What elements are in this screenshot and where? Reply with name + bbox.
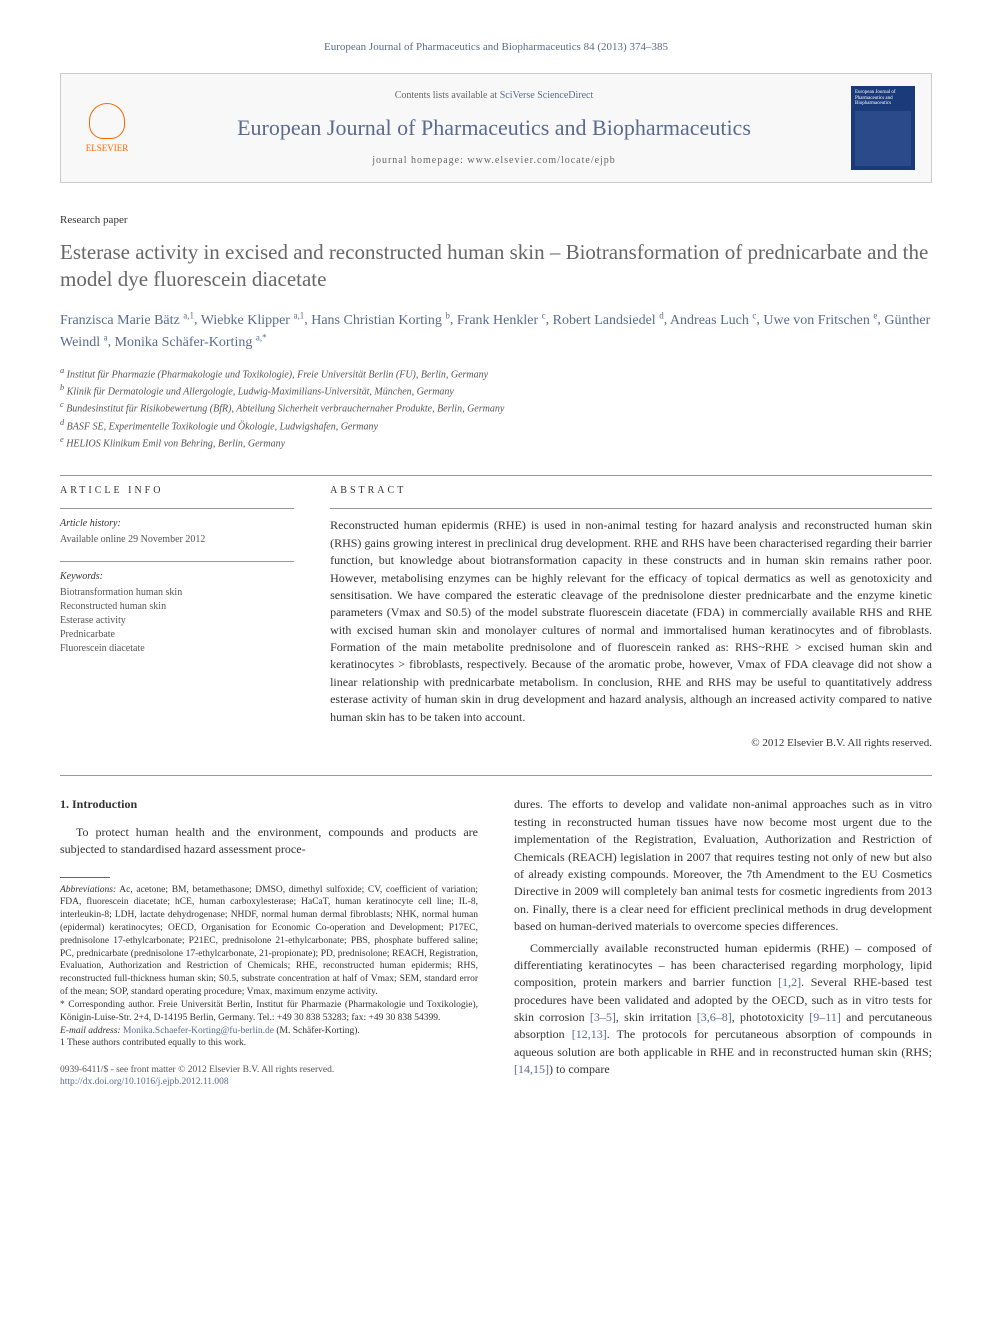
affiliation-line: a Institut für Pharmazie (Pharmakologie … xyxy=(60,365,932,382)
author-marks: a,* xyxy=(256,332,267,342)
intro-heading: 1. Introduction xyxy=(60,796,478,813)
author-marks: a,1 xyxy=(183,310,194,320)
email-footnote: E-mail address: Monika.Schaefer-Korting@… xyxy=(60,1025,478,1038)
elsevier-logo: ELSEVIER xyxy=(77,98,137,158)
contents-available-line: Contents lists available at SciVerse Sci… xyxy=(149,89,839,103)
footnotes-block: Abbreviations: Ac, acetone; BM, betameth… xyxy=(60,884,478,1051)
author-marks: a,1 xyxy=(293,310,304,320)
author-marks: a xyxy=(104,332,108,342)
ref-link[interactable]: [14,15] xyxy=(514,1062,549,1076)
history-line: Available online 29 November 2012 xyxy=(60,533,294,547)
divider xyxy=(60,561,294,562)
history-head: Article history: xyxy=(60,517,294,531)
affiliation-line: d BASF SE, Experimentelle Toxikologie un… xyxy=(60,417,932,434)
keyword: Prednicarbate xyxy=(60,628,294,642)
affiliation-line: c Bundesinstitut für Risikobewertung (Bf… xyxy=(60,399,932,416)
contents-prefix: Contents lists available at xyxy=(395,90,500,101)
journal-name: European Journal of Pharmaceutics and Bi… xyxy=(149,113,839,144)
keyword: Reconstructed human skin xyxy=(60,600,294,614)
article-info-column: ARTICLE INFO Article history: Available … xyxy=(60,484,294,751)
equal-contrib-footnote: 1 These authors contributed equally to t… xyxy=(60,1037,478,1050)
p3-c: , skin irritation xyxy=(616,1010,697,1024)
abbrev-text: Ac, acetone; BM, betamethasone; DMSO, di… xyxy=(60,885,478,998)
ref-link[interactable]: [3,6–8] xyxy=(697,1010,732,1024)
intro-para-2: dures. The efforts to develop and valida… xyxy=(514,796,932,935)
affiliation-line: b Klinik für Dermatologie und Allergolog… xyxy=(60,382,932,399)
author: Franzisca Marie Bätz a,1 xyxy=(60,313,194,328)
p3-d: , phototoxicity xyxy=(732,1010,810,1024)
keywords-block: Keywords: Biotransformation human skinRe… xyxy=(60,570,294,656)
page-root: European Journal of Pharmaceutics and Bi… xyxy=(0,0,992,1129)
ref-link[interactable]: [1,2] xyxy=(778,975,801,989)
footnote-separator xyxy=(60,877,110,878)
abstract-label: ABSTRACT xyxy=(330,484,932,498)
elsevier-tree-icon xyxy=(89,103,125,139)
sciencedirect-link[interactable]: SciVerse ScienceDirect xyxy=(500,90,594,101)
doi-link[interactable]: http://dx.doi.org/10.1016/j.ejpb.2012.11… xyxy=(60,1077,229,1087)
abbreviations-footnote: Abbreviations: Ac, acetone; BM, betameth… xyxy=(60,884,478,999)
abstract-column: ABSTRACT Reconstructed human epidermis (… xyxy=(330,484,932,751)
abstract-text: Reconstructed human epidermis (RHE) is u… xyxy=(330,517,932,726)
body-left-column: 1. Introduction To protect human health … xyxy=(60,796,478,1088)
doi-block: 0939-6411/$ - see front matter © 2012 El… xyxy=(60,1064,478,1089)
divider xyxy=(60,508,294,509)
ref-link[interactable]: [3–5] xyxy=(590,1010,616,1024)
author-marks: e xyxy=(873,310,877,320)
paper-type: Research paper xyxy=(60,213,932,228)
homepage-url[interactable]: www.elsevier.com/locate/ejpb xyxy=(467,155,615,166)
journal-banner: ELSEVIER Contents lists available at Sci… xyxy=(60,73,932,183)
paper-title: Esterase activity in excised and reconst… xyxy=(60,239,932,294)
p3-g: ) to compare xyxy=(549,1062,610,1076)
body-two-column: 1. Introduction To protect human health … xyxy=(60,796,932,1088)
article-info-label: ARTICLE INFO xyxy=(60,484,294,498)
email-label: E-mail address: xyxy=(60,1026,123,1036)
front-matter-line: 0939-6411/$ - see front matter © 2012 El… xyxy=(60,1064,478,1076)
author-marks: d xyxy=(659,310,664,320)
banner-center: Contents lists available at SciVerse Sci… xyxy=(137,89,851,168)
cover-thumb-title: European Journal of Pharmaceutics and Bi… xyxy=(855,90,911,107)
author-marks: c xyxy=(542,310,546,320)
affiliations-list: a Institut für Pharmazie (Pharmakologie … xyxy=(60,365,932,452)
authors-list: Franzisca Marie Bätz a,1, Wiebke Klipper… xyxy=(60,309,932,352)
author-marks: c xyxy=(752,310,756,320)
article-history: Article history: Available online 29 Nov… xyxy=(60,517,294,547)
ref-link[interactable]: [12,13] xyxy=(572,1027,607,1041)
author: Andreas Luch c xyxy=(670,313,756,328)
abbrev-label: Abbreviations: xyxy=(60,885,116,895)
email-suffix: (M. Schäfer-Korting). xyxy=(274,1026,360,1036)
keyword: Esterase activity xyxy=(60,614,294,628)
author: Uwe von Fritschen e xyxy=(763,313,877,328)
journal-cover-thumb: European Journal of Pharmaceutics and Bi… xyxy=(851,86,915,170)
cover-thumb-image xyxy=(855,111,911,167)
publisher-label: ELSEVIER xyxy=(86,142,129,155)
homepage-prefix: journal homepage: xyxy=(372,155,467,166)
corr-label: * Corresponding author. xyxy=(60,1000,154,1010)
email-link[interactable]: Monika.Schaefer-Korting@fu-berlin.de xyxy=(123,1026,274,1036)
author: Frank Henkler c xyxy=(457,313,546,328)
ref-link[interactable]: [9–11] xyxy=(809,1010,841,1024)
intro-para-3: Commercially available reconstructed hum… xyxy=(514,940,932,1079)
keyword: Fluorescein diacetate xyxy=(60,642,294,656)
keywords-head: Keywords: xyxy=(60,570,294,584)
abstract-copyright: © 2012 Elsevier B.V. All rights reserved… xyxy=(330,736,932,751)
divider xyxy=(60,475,932,476)
body-right-column: dures. The efforts to develop and valida… xyxy=(514,796,932,1088)
affiliation-line: e HELIOS Klinikum Emil von Behring, Berl… xyxy=(60,434,932,451)
citation-header: European Journal of Pharmaceutics and Bi… xyxy=(60,40,932,55)
divider xyxy=(60,775,932,776)
author: Wiebke Klipper a,1 xyxy=(201,313,305,328)
corresponding-author-footnote: * Corresponding author. Freie Universitä… xyxy=(60,999,478,1025)
keyword: Biotransformation human skin xyxy=(60,586,294,600)
info-abstract-row: ARTICLE INFO Article history: Available … xyxy=(60,484,932,751)
divider xyxy=(330,508,932,509)
author-marks: b xyxy=(445,310,450,320)
homepage-line: journal homepage: www.elsevier.com/locat… xyxy=(149,154,839,168)
author: Robert Landsiedel d xyxy=(553,313,664,328)
intro-para-1: To protect human health and the environm… xyxy=(60,824,478,859)
author: Monika Schäfer-Korting a,* xyxy=(115,335,267,350)
author: Hans Christian Korting b xyxy=(311,313,450,328)
